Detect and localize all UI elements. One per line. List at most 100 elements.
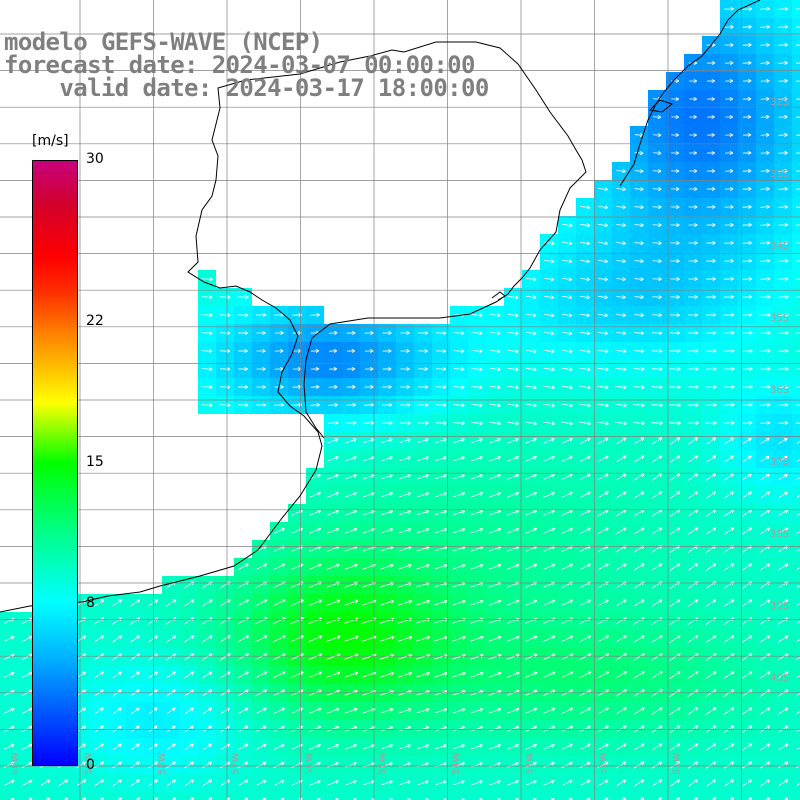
wind-arrow <box>543 385 555 390</box>
wind-arrow <box>795 206 800 208</box>
wind-arrow <box>507 331 519 336</box>
wind-arrow <box>795 765 800 769</box>
wind-arrow <box>669 367 681 372</box>
wind-arrow <box>633 527 645 535</box>
wind-arrow <box>759 348 771 353</box>
wind-arrow <box>326 527 340 534</box>
wind-arrow <box>316 797 321 800</box>
wind-arrow <box>670 277 680 282</box>
latitude-label: 36S <box>770 385 789 396</box>
wind-arrow <box>687 491 699 499</box>
wind-arrow <box>417 474 430 480</box>
wind-arrow <box>238 367 248 372</box>
wind-arrow <box>21 743 33 751</box>
wind-arrow <box>147 617 159 625</box>
wind-arrow <box>343 599 359 606</box>
wind-arrow <box>671 151 680 156</box>
wind-arrow <box>670 169 680 174</box>
wind-arrow <box>3 743 15 750</box>
wind-arrow <box>705 599 717 607</box>
wind-arrow <box>310 312 320 317</box>
wind-arrow <box>471 474 484 480</box>
wind-arrow <box>651 421 664 426</box>
wind-arrow <box>309 527 322 534</box>
wind-arrow <box>633 599 645 607</box>
wind-arrow <box>507 743 519 750</box>
wind-speed-cell <box>72 792 90 800</box>
wind-arrow <box>94 671 105 679</box>
wind-arrow <box>543 331 555 336</box>
wind-arrow <box>201 277 213 282</box>
chart-title-model: modelo GEFS-WAVE (NCEP) <box>4 28 323 56</box>
longitude-label: 59W <box>84 752 95 775</box>
wind-arrow <box>669 743 681 751</box>
wind-arrow <box>634 277 644 282</box>
wind-arrow <box>237 779 249 787</box>
wind-arrow <box>689 168 698 174</box>
wind-arrow <box>633 367 645 372</box>
wind-arrow <box>652 169 662 174</box>
wind-arrow <box>130 725 140 733</box>
wind-arrow <box>202 725 212 733</box>
longitude-label: 51W <box>672 752 683 775</box>
wind-arrow <box>470 563 484 570</box>
colorbar <box>32 160 78 766</box>
wind-arrow <box>687 348 699 354</box>
wind-arrow <box>705 420 717 425</box>
wind-arrow <box>633 563 645 571</box>
wind-arrow <box>777 24 789 29</box>
wind-arrow <box>742 186 752 191</box>
wind-speed-cell <box>576 792 594 800</box>
wind-arrow <box>634 295 644 300</box>
wind-arrow <box>525 779 537 786</box>
wind-arrow <box>489 331 501 336</box>
wind-arrow <box>616 277 626 282</box>
wind-speed-cell <box>792 54 800 72</box>
wind-arrow <box>543 563 556 570</box>
wind-arrow <box>706 437 717 445</box>
wind-arrow <box>435 385 447 390</box>
wind-arrow <box>741 617 753 625</box>
wind-arrow <box>675 797 681 800</box>
wind-arrow <box>400 366 410 372</box>
wind-arrow <box>148 779 158 787</box>
wind-arrow <box>795 278 800 280</box>
wind-arrow <box>112 743 122 751</box>
wind-arrow <box>579 743 591 751</box>
wind-arrow <box>256 384 266 390</box>
wind-arrow <box>344 707 358 714</box>
wind-arrow <box>130 671 140 679</box>
wind-speed-cell <box>90 792 108 800</box>
wind-arrow <box>130 743 140 751</box>
wind-arrow <box>201 635 213 643</box>
wind-arrow <box>237 599 250 607</box>
wind-arrow <box>651 527 663 535</box>
wind-arrow <box>507 437 519 444</box>
wind-arrow <box>579 331 591 336</box>
wind-arrow <box>237 707 249 715</box>
wind-arrow <box>777 420 789 425</box>
wind-arrow <box>311 348 320 353</box>
wind-arrow <box>723 527 735 535</box>
wind-arrow <box>560 671 574 679</box>
wind-arrow <box>687 599 699 607</box>
wind-speed-cell <box>792 108 800 126</box>
wind-arrow <box>561 599 574 607</box>
wind-arrow <box>525 527 538 534</box>
wind-arrow <box>328 330 338 335</box>
wind-speed-cell <box>216 792 234 800</box>
wind-arrow <box>346 402 357 407</box>
wind-arrow <box>381 438 393 444</box>
wind-arrow <box>579 473 591 481</box>
wind-arrow <box>795 639 800 643</box>
wind-arrow <box>380 707 394 714</box>
wind-arrow <box>795 621 800 625</box>
wind-speed-cell <box>612 792 630 800</box>
wind-arrow <box>670 313 681 318</box>
wind-arrow <box>435 474 448 480</box>
wind-arrow <box>135 797 141 800</box>
wind-arrow <box>525 473 537 480</box>
wind-arrow <box>669 670 681 679</box>
wind-arrow <box>327 438 339 444</box>
wind-arrow <box>777 222 789 227</box>
